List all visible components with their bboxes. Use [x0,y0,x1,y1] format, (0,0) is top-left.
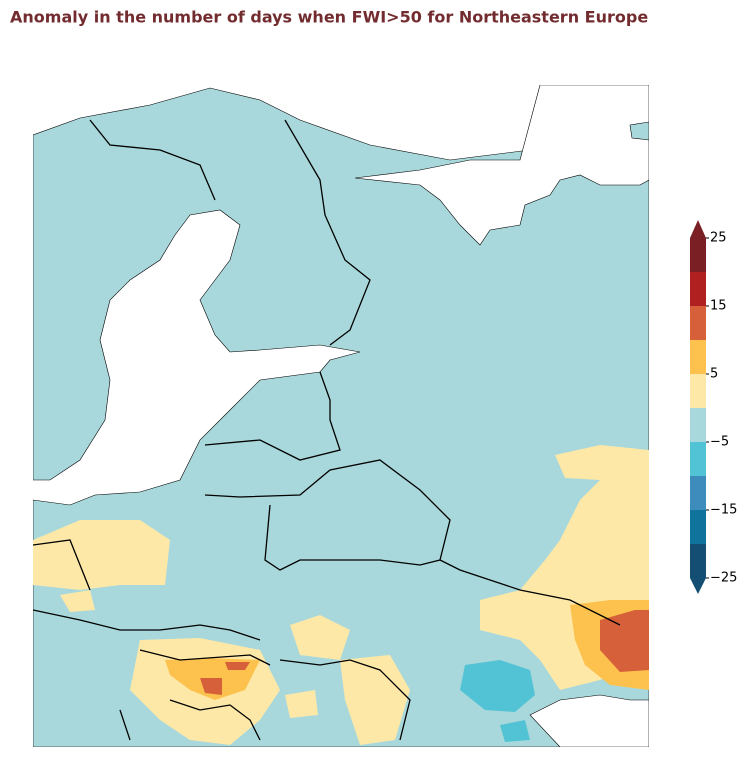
colorbar-tick-label: −15 [710,503,737,518]
colorbar-segment [690,272,706,306]
colorbar: −25 −15 −5 5 15 25 [690,220,737,594]
colorbar-tick-label: −25 [710,571,737,586]
colorbar-tick-label: 15 [710,299,727,314]
colorbar-tick-label: 5 [710,367,718,382]
colorbar-segment [690,238,706,272]
map [33,85,649,747]
colorbar-segment [690,408,706,442]
colorbar-extend-under [690,578,706,594]
colorbar-segment [690,340,706,374]
colorbar-tick-label: 25 [710,231,727,246]
colorbar-segment [690,442,706,476]
colorbar-segment [690,306,706,340]
colorbar-segment [690,476,706,510]
title: Anomaly in the number of days when FWI>5… [10,8,648,27]
colorbar-segment [690,510,706,544]
colorbar-tick-label: −5 [710,435,729,450]
colorbar-segment [690,374,706,408]
colorbar-segment [690,544,706,578]
colorbar-extend-over [690,220,706,238]
